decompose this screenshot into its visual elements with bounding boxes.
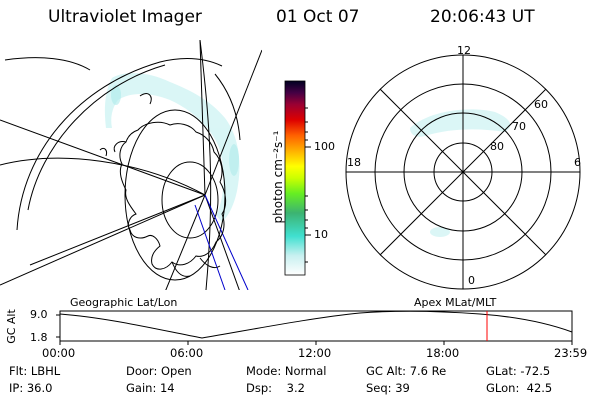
colorbar-tick-10: 10 xyxy=(314,228,328,241)
mlt-label-18: 18 xyxy=(347,156,361,169)
mlt-label-12: 12 xyxy=(457,44,471,57)
info-glon: GLon: 42.5 xyxy=(486,381,553,395)
lat-label-60: 60 xyxy=(534,98,548,111)
info-seq: Seq: 39 xyxy=(366,381,410,395)
geographic-image xyxy=(0,39,262,290)
colorbar xyxy=(284,80,306,276)
timeline-x-tick-2359: 23:59 xyxy=(554,346,588,360)
timeline-x-tick-1800: 18:00 xyxy=(426,346,460,360)
timeline-panel xyxy=(56,310,573,345)
info-mode: Mode: Normal xyxy=(246,364,327,378)
info-ip: IP: 36.0 xyxy=(9,381,53,395)
mlt-label-0: 0 xyxy=(468,274,475,287)
timeline-x-tick-1200: 12:00 xyxy=(298,346,332,360)
info-filter: Flt: LBHL xyxy=(9,364,61,378)
polar-plot xyxy=(345,54,581,290)
mlt-label-6: 6 xyxy=(574,156,581,169)
timeline-left-title: Geographic Lat/Lon xyxy=(70,296,178,309)
aurora-emission-right xyxy=(410,109,511,237)
colorbar-tick-100: 100 xyxy=(314,140,335,153)
instrument-title: Ultraviolet Imager xyxy=(48,7,202,27)
antarctica-coastline xyxy=(119,121,227,270)
timeline-y-tick-9: 9.0 xyxy=(30,308,48,321)
time-label: 20:06:43 UT xyxy=(430,7,535,27)
date-label: 01 Oct 07 xyxy=(276,7,360,27)
timeline-x-tick-0600: 06:00 xyxy=(170,346,204,360)
timeline-right-title: Apex MLat/MLT xyxy=(414,296,497,309)
info-glat: GLat: -72.5 xyxy=(486,364,551,378)
lat-label-70: 70 xyxy=(512,120,526,133)
info-dsp: Dsp: 3.2 xyxy=(246,381,305,395)
info-door: Door: Open xyxy=(126,364,192,378)
info-gc-alt: GC Alt: 7.6 Re xyxy=(366,364,447,378)
aurora-emission-left xyxy=(104,73,240,222)
timeline-x-tick-0000: 00:00 xyxy=(42,346,76,360)
fov-boundary xyxy=(16,58,241,281)
altitude-curve xyxy=(59,310,573,339)
timeline-y-tick-1-8: 1.8 xyxy=(30,331,48,344)
terminator-line xyxy=(194,194,249,290)
timeline-y-label: GC Alt xyxy=(4,309,18,344)
colorbar-ticks xyxy=(305,107,311,263)
info-gain: Gain: 14 xyxy=(126,381,175,395)
graticule xyxy=(0,39,262,290)
colorbar-label: photon cm⁻²s⁻¹ xyxy=(271,130,285,224)
lat-label-80: 80 xyxy=(490,140,504,153)
